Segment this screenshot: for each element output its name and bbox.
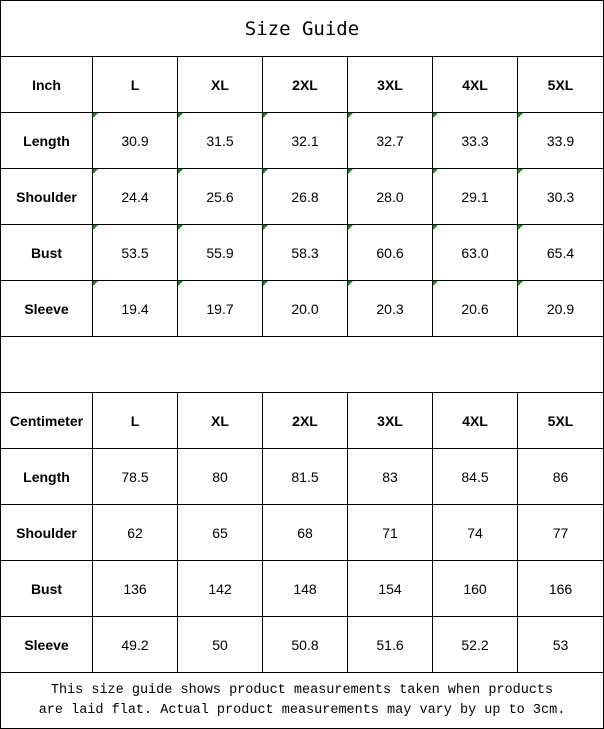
table-row: Length 30.9 31.5 32.1 32.7 33.3 33.9 [0,112,604,169]
size-header: L [92,56,178,113]
value-cell: 148 [262,560,348,617]
unit-header: Inch [0,56,93,113]
value-cell: 20.3 [347,280,433,337]
note-line-1: This size guide shows product measuremen… [50,682,554,698]
size-header: 4XL [432,392,518,449]
table-row: Bust 53.5 55.9 58.3 60.6 63.0 65.4 [0,224,604,281]
value-cell: 136 [92,560,178,617]
table-row: Length 78.5 80 81.5 83 84.5 86 [0,448,604,505]
value-cell: 83 [347,448,433,505]
value-cell: 65 [177,504,263,561]
value-cell: 81.5 [262,448,348,505]
value-cell: 33.9 [517,112,604,169]
value-cell: 49.2 [92,616,178,673]
table-row: Shoulder 62 65 68 71 74 77 [0,504,604,561]
header-row: Inch L XL 2XL 3XL 4XL 5XL [0,56,604,113]
value-cell: 28.0 [347,168,433,225]
row-label: Sleeve [0,280,93,337]
value-cell: 24.4 [92,168,178,225]
size-header: 4XL [432,56,518,113]
value-cell: 19.7 [177,280,263,337]
page-title: Size Guide [0,0,604,57]
value-cell: 58.3 [262,224,348,281]
size-header: XL [177,56,263,113]
row-label: Shoulder [0,168,93,225]
value-cell: 78.5 [92,448,178,505]
value-cell: 50 [177,616,263,673]
value-cell: 29.1 [432,168,518,225]
size-header: L [92,392,178,449]
value-cell: 166 [517,560,604,617]
value-cell: 74 [432,504,518,561]
value-cell: 19.4 [92,280,178,337]
header-row: Centimeter L XL 2XL 3XL 4XL 5XL [0,392,604,449]
value-cell: 31.5 [177,112,263,169]
size-header: 5XL [517,56,604,113]
table-row: Shoulder 24.4 25.6 26.8 28.0 29.1 30.3 [0,168,604,225]
row-label: Bust [0,224,93,281]
value-cell: 68 [262,504,348,561]
size-note: This size guide shows product measuremen… [0,672,604,729]
unit-header: Centimeter [0,392,93,449]
value-cell: 65.4 [517,224,604,281]
value-cell: 32.1 [262,112,348,169]
row-label: Length [0,112,93,169]
note-row: This size guide shows product measuremen… [0,672,604,729]
row-label: Shoulder [0,504,93,561]
value-cell: 62 [92,504,178,561]
table-row: Sleeve 19.4 19.7 20.0 20.3 20.6 20.9 [0,280,604,337]
value-cell: 20.9 [517,280,604,337]
value-cell: 33.3 [432,112,518,169]
value-cell: 52.2 [432,616,518,673]
value-cell: 55.9 [177,224,263,281]
value-cell: 63.0 [432,224,518,281]
value-cell: 60.6 [347,224,433,281]
value-cell: 53 [517,616,604,673]
spacer-row [0,336,604,393]
value-cell: 80 [177,448,263,505]
value-cell: 77 [517,504,604,561]
size-header: 2XL [262,392,348,449]
value-cell: 32.7 [347,112,433,169]
value-cell: 154 [347,560,433,617]
value-cell: 84.5 [432,448,518,505]
size-header: 3XL [347,392,433,449]
size-header: 5XL [517,392,604,449]
value-cell: 30.3 [517,168,604,225]
row-label: Sleeve [0,616,93,673]
table-row: Bust 136 142 148 154 160 166 [0,560,604,617]
value-cell: 30.9 [92,112,178,169]
table-row: Sleeve 49.2 50 50.8 51.6 52.2 53 [0,616,604,673]
value-cell: 50.8 [262,616,348,673]
value-cell: 71 [347,504,433,561]
size-header: 3XL [347,56,433,113]
value-cell: 20.0 [262,280,348,337]
value-cell: 160 [432,560,518,617]
size-header: XL [177,392,263,449]
value-cell: 26.8 [262,168,348,225]
note-line-2: are laid flat. Actual product measuremen… [38,702,566,718]
value-cell: 86 [517,448,604,505]
value-cell: 53.5 [92,224,178,281]
size-header: 2XL [262,56,348,113]
value-cell: 142 [177,560,263,617]
row-label: Bust [0,560,93,617]
spacer-cell [0,336,604,393]
value-cell: 25.6 [177,168,263,225]
row-label: Length [0,448,93,505]
value-cell: 20.6 [432,280,518,337]
value-cell: 51.6 [347,616,433,673]
